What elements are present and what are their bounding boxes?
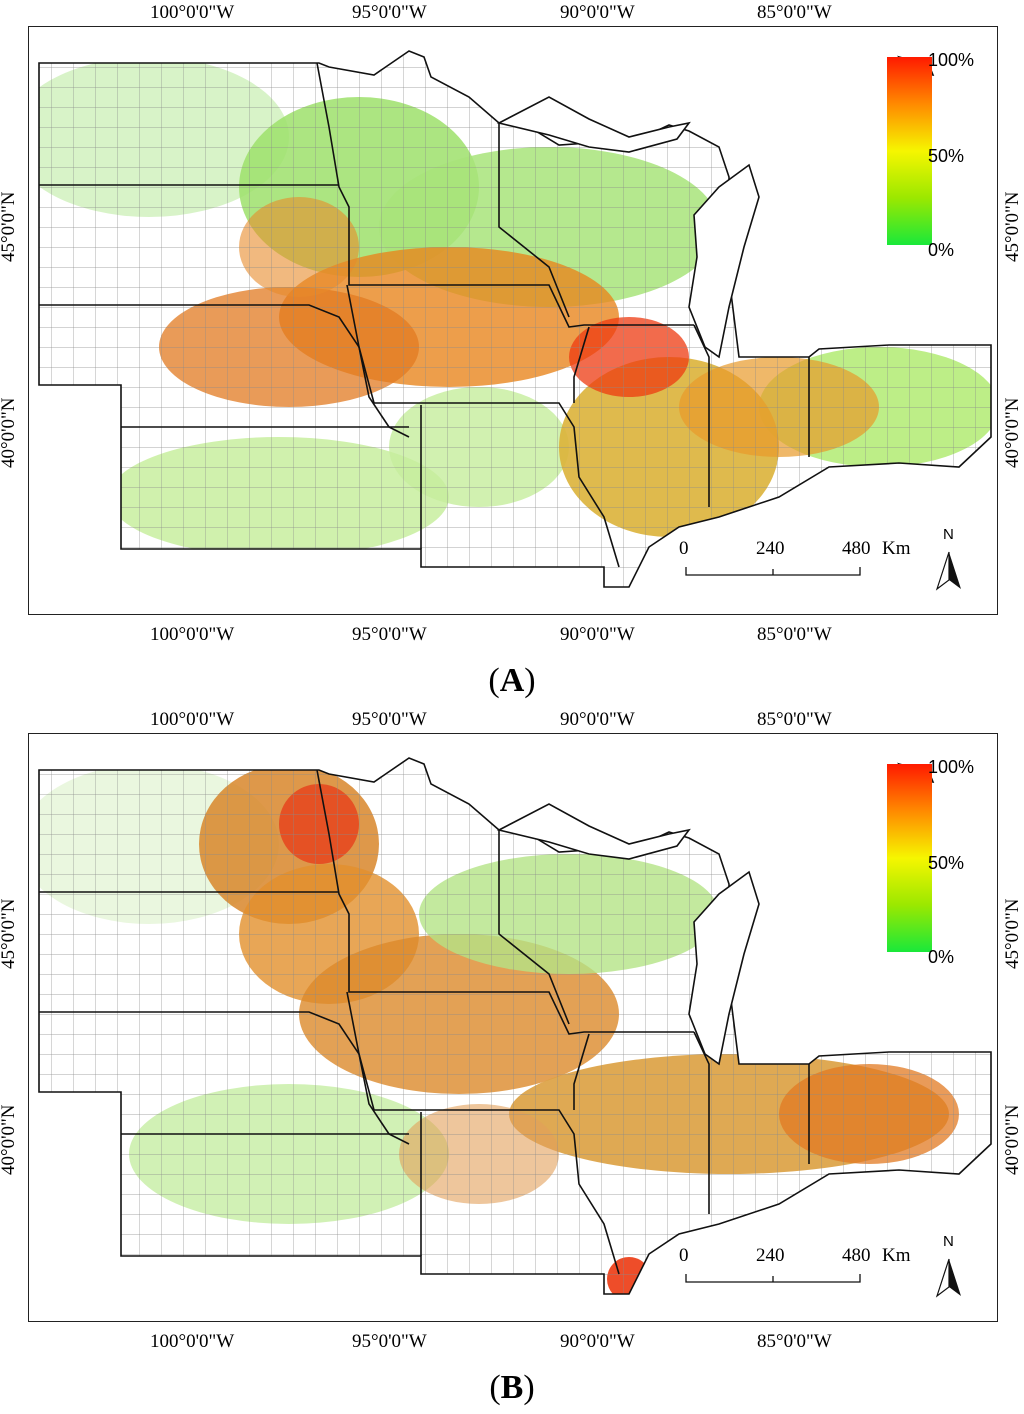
longitude-label-bottom: 95°0'0"W [352,624,427,645]
great-lakes [496,762,935,1066]
latitude-label-right: 40°0'0"N [1002,1104,1023,1176]
map-panel-b: 100°0'0"W 95°0'0"W 90°0'0"W 85°0'0"W 100… [0,707,1024,1414]
map-frame [28,26,998,615]
legend-max-label: 100% [928,757,975,777]
longitude-label-top: 85°0'0"W [757,709,832,730]
latitude-label-left: 45°0'0"N [0,191,19,263]
scale-tick-label: 0 [679,1245,689,1266]
legend-min-label: 0% [928,240,955,260]
map-frame [28,733,998,1322]
scale-tick-label: 480 [842,1245,871,1266]
north-label: N [943,526,954,543]
north-label: N [943,1233,954,1250]
scale-tick-label: 0 [679,538,689,559]
longitude-label-top: 85°0'0"W [757,2,832,23]
legend-color-bar [887,57,932,245]
scale-bar [685,567,861,576]
latitude-label-right: 45°0'0"N [1002,191,1023,263]
legend-color-bar [887,764,932,952]
legend-mid-label: 50% [928,146,965,166]
latitude-label-right: 40°0'0"N [1002,397,1023,469]
longitude-label-bottom: 85°0'0"W [757,624,832,645]
longitude-label-bottom: 85°0'0"W [757,1331,832,1352]
scale-tick-label: 480 [842,538,871,559]
longitude-label-bottom: 100°0'0"W [150,1331,235,1352]
panel-label: (B) [489,1369,535,1406]
scale-tick-label: 240 [756,1245,785,1266]
longitude-label-bottom: 100°0'0"W [150,624,235,645]
longitude-label-bottom: 90°0'0"W [560,1331,635,1352]
latitude-label-right: 45°0'0"N [1002,898,1023,970]
scale-bar [685,1274,861,1283]
longitude-label-top: 90°0'0"W [560,709,635,730]
north-arrow-icon [935,1258,961,1298]
legend-max-label: 100% [928,50,975,70]
longitude-label-bottom: 90°0'0"W [560,624,635,645]
longitude-label-top: 90°0'0"W [560,2,635,23]
scale-unit-label: Km [882,538,911,559]
longitude-label-top: 95°0'0"W [352,2,427,23]
latitude-label-left: 40°0'0"N [0,397,19,469]
scale-unit-label: Km [882,1245,911,1266]
longitude-label-top: 95°0'0"W [352,709,427,730]
latitude-label-left: 40°0'0"N [0,1104,19,1176]
longitude-label-bottom: 95°0'0"W [352,1331,427,1352]
legend-mid-label: 50% [928,853,965,873]
scale-tick-label: 240 [756,538,785,559]
state-borders [38,757,992,1295]
longitude-label-top: 100°0'0"W [150,2,235,23]
state-borders [38,50,992,588]
latitude-label-left: 45°0'0"N [0,898,19,970]
legend-min-label: 0% [928,947,955,967]
map-panel-a: 100°0'0"W 95°0'0"W 90°0'0"W 85°0'0"W 100… [0,2,1023,699]
longitude-label-top: 100°0'0"W [150,709,235,730]
north-arrow-icon [935,551,961,591]
panel-label: (A) [488,662,536,699]
